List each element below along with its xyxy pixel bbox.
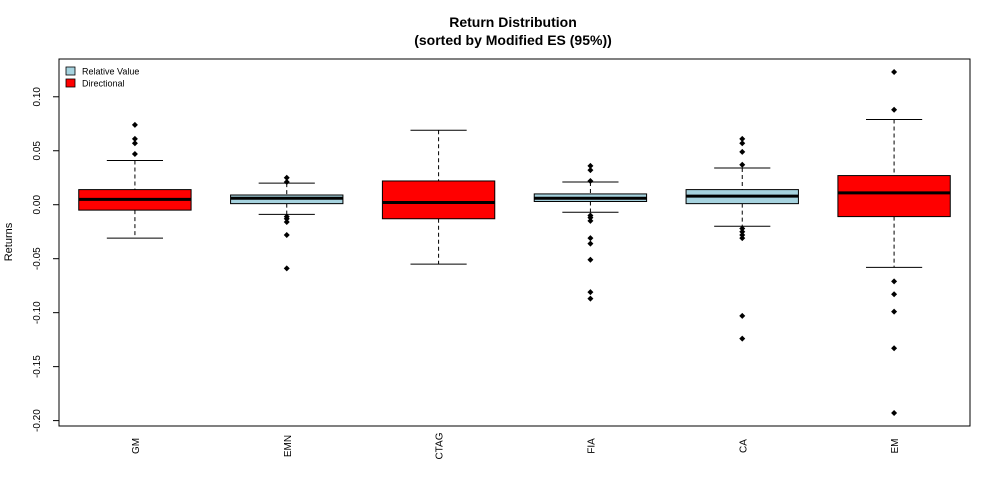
outlier-point xyxy=(283,265,290,272)
outlier-point xyxy=(739,148,746,155)
outlier-point xyxy=(131,135,138,142)
outlier-point xyxy=(587,177,594,184)
x-tick-label: EM xyxy=(890,439,901,454)
outlier-point xyxy=(891,410,898,417)
outlier-point xyxy=(283,218,290,225)
legend-label: Relative Value xyxy=(82,67,139,77)
y-tick-label: 0.10 xyxy=(32,87,43,107)
box-em xyxy=(837,68,951,417)
y-tick-label: 0.05 xyxy=(32,141,43,161)
iqr-box xyxy=(381,180,496,220)
legend-swatch xyxy=(65,78,76,88)
outlier-point xyxy=(891,308,898,315)
x-tick-label: FIA xyxy=(586,438,597,454)
outlier-point xyxy=(587,240,594,247)
outlier-point xyxy=(283,231,290,238)
outlier-point xyxy=(739,235,746,242)
outlier-point xyxy=(739,228,746,235)
x-axis-labels: GM EMN CTAG FIA CA EM xyxy=(131,432,901,459)
y-tick-label: -0.10 xyxy=(32,301,43,324)
legend-swatch xyxy=(65,66,76,76)
outlier-point xyxy=(587,217,594,224)
outlier-point xyxy=(739,135,746,142)
y-tick-label: -0.05 xyxy=(32,247,43,270)
outlier-point xyxy=(891,291,898,298)
box-ca xyxy=(685,135,799,342)
x-tick-label: EMN xyxy=(283,435,294,457)
box-gm xyxy=(78,121,192,239)
y-tick-label: 0.00 xyxy=(32,195,43,215)
outlier-point xyxy=(739,140,746,147)
outlier-point xyxy=(739,335,746,342)
box-fia xyxy=(533,162,648,302)
outlier-point xyxy=(131,140,138,147)
outlier-point xyxy=(283,215,290,222)
outlier-point xyxy=(587,295,594,302)
outlier-point xyxy=(283,179,290,186)
outlier-point xyxy=(131,150,138,157)
x-tick-label: GM xyxy=(131,438,142,454)
x-tick-label: CTAG xyxy=(435,432,446,459)
outlier-point xyxy=(587,256,594,263)
outlier-point xyxy=(891,106,898,113)
outlier-point xyxy=(891,68,898,75)
plot-frame xyxy=(58,58,971,427)
boxes-layer xyxy=(78,68,951,417)
outlier-point xyxy=(891,345,898,352)
outlier-point xyxy=(739,231,746,238)
outlier-point xyxy=(283,174,290,181)
outlier-point xyxy=(131,121,138,128)
y-axis: 0.10 0.05 0.00 -0.05 -0.10 -0.15 -0.20 xyxy=(32,87,60,432)
x-tick-label: CA xyxy=(738,439,749,453)
outlier-point xyxy=(739,161,746,168)
outlier-point xyxy=(587,214,594,221)
box-emn xyxy=(230,174,344,272)
outlier-point xyxy=(739,312,746,319)
outlier-point xyxy=(891,278,898,285)
y-axis-label: Returns xyxy=(3,222,15,261)
outlier-point xyxy=(739,225,746,232)
outlier-point xyxy=(587,235,594,242)
chart-title: Return Distribution xyxy=(449,14,577,30)
outlier-point xyxy=(587,162,594,169)
box-ctag xyxy=(381,129,496,265)
outlier-point xyxy=(587,289,594,296)
legend-label: Directional xyxy=(82,79,125,89)
legend: Relative Value Directional xyxy=(65,66,139,89)
iqr-box xyxy=(837,175,951,218)
outlier-point xyxy=(587,167,594,174)
y-tick-label: -0.15 xyxy=(32,355,43,378)
chart-subtitle: (sorted by Modified ES (95%)) xyxy=(414,32,612,48)
y-tick-label: -0.20 xyxy=(32,409,43,432)
